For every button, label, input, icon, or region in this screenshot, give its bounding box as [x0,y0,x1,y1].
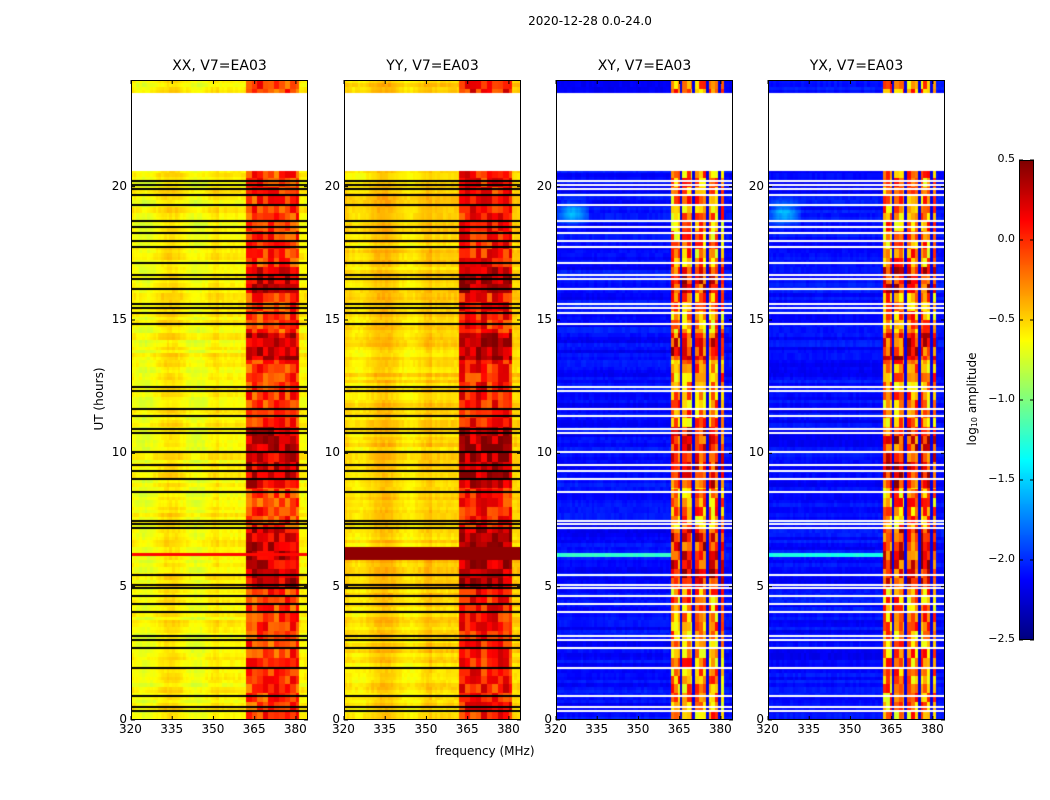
x-tick-label: 350 [838,722,862,736]
colorbar-label-log: log [965,427,979,446]
y-tick-label: 20 [748,178,764,193]
x-tick-label: 335 [585,722,609,736]
y-tick-label: 20 [536,178,552,193]
axes-frame [556,80,733,720]
x-tick-label: 365 [667,722,691,736]
y-tick-label: 5 [544,578,552,593]
heatmap-image [344,80,521,720]
panel-axes [343,80,521,721]
colorbar-tick-label: −0.5 [988,312,1015,325]
panel-axes [130,80,308,721]
x-tick-label: 380 [920,722,944,736]
x-tick-label: 365 [455,722,479,736]
panel-yy: YY, V7=EA03 320 335 350 365 380 0 5 10 15 20 [325,58,521,736]
colorbar-tick-label: 0.0 [997,232,1016,245]
y-tick-label: 20 [111,178,127,193]
panel-title: YX, V7=EA03 [809,58,904,74]
panel-xx: XX, V7=EA03 320 335 350 365 380 0 5 10 15 20 [112,58,308,736]
heatmap-image [131,80,308,720]
colorbar: 0.5 0.0 −0.5 −1.0 −1.5 −2.0 −2.5 [988,152,1034,645]
x-tick-label: 320 [756,722,779,736]
colorbar-tick-label: 0.5 [997,152,1016,165]
colorbar-tick-label: −1.0 [988,392,1015,405]
y-tick-label: 0 [332,712,340,726]
y-tick-label: 5 [756,578,764,593]
heatmap-image [768,80,945,720]
panel-yx: YX, V7=EA03 320 335 350 365 380 0 5 10 15 20 [749,58,945,736]
x-tick-label: 350 [414,722,438,736]
y-tick-label: 15 [111,312,127,326]
x-tick-label: 320 [544,722,567,736]
colorbar-label-text: amplitude [965,352,979,417]
colorbar-tick-label: −2.0 [988,552,1015,565]
x-tick-label: 335 [160,722,184,736]
colorbar-gradient [1019,160,1034,640]
x-tick-label: 320 [119,722,142,736]
heatmap-image [556,80,733,720]
y-tick-label: 10 [324,445,340,460]
figure-title: 2020-12-28 0.0-24.0 [528,14,652,28]
colorbar-label-sub: 10 [970,416,979,428]
axes-frame [131,80,308,720]
y-tick-label: 0 [119,712,127,726]
y-tick-label: 15 [536,312,552,326]
x-tick-label: 365 [879,722,903,736]
x-tick-label: 350 [626,722,650,736]
x-axis-label: frequency (MHz) [435,744,535,758]
panel-title: YY, V7=EA03 [386,58,479,74]
colorbar-axes [1019,159,1034,641]
panel-title: XX, V7=EA03 [172,58,267,74]
x-tick-label: 380 [283,722,307,736]
y-tick-label: 10 [536,445,552,460]
panel-title: XY, V7=EA03 [597,58,692,74]
x-tick-label: 365 [242,722,266,736]
x-tick-label: 320 [332,722,355,736]
y-tick-label: 10 [111,445,127,460]
y-tick-label: 0 [756,712,764,726]
x-tick-label: 380 [708,722,732,736]
x-tick-label: 380 [496,722,520,736]
panel-axes [767,80,945,721]
y-tick-label: 15 [324,312,340,326]
colorbar-tick-label: −1.5 [988,472,1015,485]
axes-frame [344,80,521,720]
panel-axes [555,80,733,721]
y-tick-label: 5 [332,578,340,593]
y-tick-label: 5 [119,578,127,593]
y-tick-label: 0 [544,712,552,726]
x-tick-label: 335 [373,722,397,736]
axes-frame [768,80,945,720]
x-tick-label: 350 [201,722,225,736]
y-axis-label: UT (hours) [92,367,106,431]
panel-xy: XY, V7=EA03 320 335 350 365 380 0 5 10 15 20 [537,58,733,736]
colorbar-label: log10 amplitude [965,339,979,459]
y-tick-label: 20 [324,178,340,193]
y-tick-label: 15 [748,312,764,326]
y-tick-label: 10 [748,445,764,460]
colorbar-tick-label: −2.5 [988,632,1015,645]
x-tick-label: 335 [797,722,821,736]
